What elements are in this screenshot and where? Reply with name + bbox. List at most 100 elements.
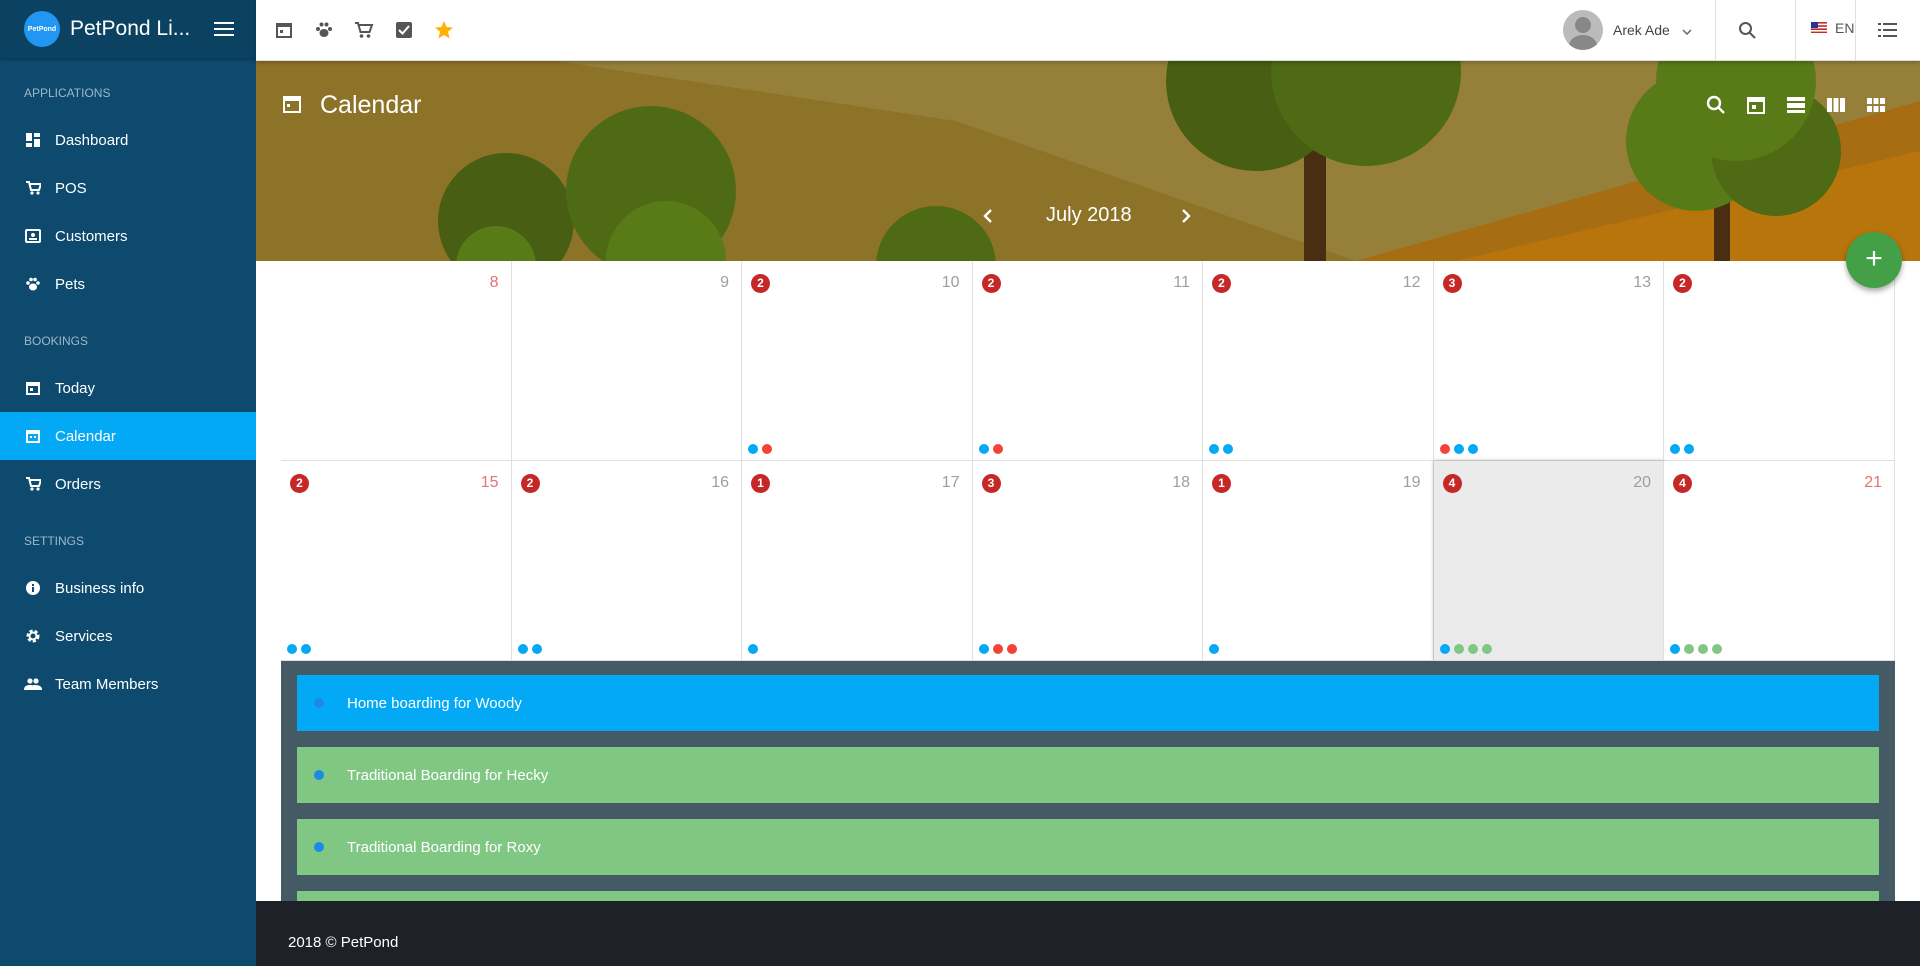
chevron-down-icon <box>1682 22 1692 38</box>
sidebar-item-label: Business info <box>55 579 145 597</box>
event-dot <box>1453 444 1464 454</box>
booking-count-badge: 2 <box>520 474 540 493</box>
view-month-icon[interactable] <box>1866 95 1886 120</box>
event-title: Traditional Boarding for Roxy <box>347 838 541 856</box>
day-number: 9 <box>720 274 729 291</box>
dashboard-icon <box>24 131 42 149</box>
sidebar-item-pets[interactable]: Pets <box>0 260 256 308</box>
sidebar-item-customers[interactable]: Customers <box>0 212 256 260</box>
event-dot <box>1439 644 1450 654</box>
sidebar-item-dashboard[interactable]: Dashboard <box>0 116 256 164</box>
event-dots <box>1439 644 1496 654</box>
event-dots <box>1209 444 1237 454</box>
calendar-icon <box>282 94 302 119</box>
list-menu-icon[interactable] <box>1876 18 1900 42</box>
logo[interactable]: PetPond <box>24 11 60 47</box>
info-icon <box>24 579 42 597</box>
event-dot <box>1467 444 1478 454</box>
people-icon <box>24 675 42 693</box>
search-icon[interactable] <box>1735 18 1759 42</box>
event-item[interactable] <box>297 891 1879 901</box>
calendar-day-cell[interactable]: 9 <box>511 261 742 461</box>
event-status-dot <box>314 770 324 780</box>
event-item[interactable]: Traditional Boarding for Hecky <box>297 747 1879 803</box>
event-dot <box>1698 644 1708 654</box>
event-dot <box>1670 444 1680 454</box>
sidebar-item-business-info[interactable]: Business info <box>0 564 256 612</box>
event-dots <box>978 644 1021 654</box>
event-dot <box>1453 644 1464 654</box>
event-dot <box>748 444 758 454</box>
calendar-day-cell[interactable]: 214 <box>1664 261 1895 461</box>
sidebar-item-label: Today <box>55 379 96 397</box>
event-dots <box>1670 644 1726 654</box>
event-dot <box>978 644 989 654</box>
calendar-day-cell[interactable]: 2 16 <box>511 461 742 661</box>
divider <box>1855 0 1856 60</box>
language-selector[interactable]: EN <box>1796 20 1854 36</box>
booking-count-badge: 3 <box>981 474 1001 493</box>
user-name: Arek Ade <box>1613 22 1670 38</box>
event-item[interactable]: Home boarding for Woody <box>297 675 1879 731</box>
calendar-day-cell[interactable]: 2 11 <box>972 261 1203 461</box>
user-menu[interactable]: Arek Ade <box>1563 10 1692 50</box>
event-dot <box>301 644 311 654</box>
calendar-day-cell[interactable]: 2 10 <box>742 261 973 461</box>
chevron-right-icon[interactable] <box>1180 208 1192 229</box>
sidebar-item-calendar[interactable]: Calendar <box>0 412 256 460</box>
chevron-left-icon[interactable] <box>982 208 994 229</box>
sidebar-item-pos[interactable]: POS <box>0 164 256 212</box>
event-dots <box>748 644 762 654</box>
us-flag-icon <box>1811 20 1827 36</box>
booking-count-badge: 2 <box>751 274 770 293</box>
event-dot <box>1209 644 1219 654</box>
day-number: 15 <box>480 474 499 491</box>
add-booking-button[interactable]: + <box>1846 232 1902 288</box>
event-dots <box>748 444 776 454</box>
event-dot <box>531 644 542 654</box>
sidebar-item-label: Calendar <box>55 427 116 445</box>
view-agenda-icon[interactable] <box>1786 95 1806 120</box>
gear-icon <box>24 627 42 645</box>
calendar-day-cell[interactable]: 4 21 <box>1664 461 1895 661</box>
sidebar-item-orders[interactable]: Orders <box>0 460 256 508</box>
sidebar: PetPond PetPond Li... APPLICATIONS Dashb… <box>0 0 256 966</box>
booking-count-badge: 4 <box>1442 474 1462 493</box>
calendar-day-cell[interactable]: 2 12 <box>1203 261 1434 461</box>
day-number: 10 <box>941 274 960 291</box>
contacts-icon <box>24 227 42 245</box>
cart-icon[interactable] <box>352 18 376 42</box>
search-icon[interactable] <box>1706 95 1726 120</box>
sidebar-item-label: POS <box>55 179 87 197</box>
calendar-day-cell[interactable]: 3 13 <box>1433 261 1664 461</box>
day-number: 11 <box>1173 274 1190 291</box>
menu-toggle-icon[interactable] <box>214 18 234 40</box>
calendar-day-cell[interactable]: 3 18 <box>972 461 1203 661</box>
calendar-day-cell[interactable]: 8 <box>281 261 512 461</box>
sidebar-item-team-members[interactable]: Team Members <box>0 660 256 708</box>
calendar-day-cell[interactable]: 1 19 <box>1203 461 1434 661</box>
calendar-day-cell[interactable]: 2 15 <box>281 461 512 661</box>
sidebar-item-services[interactable]: Services <box>0 612 256 660</box>
star-icon[interactable] <box>432 18 456 42</box>
event-dot <box>748 644 758 654</box>
sidebar-item-today[interactable]: Today <box>0 364 256 412</box>
calendar-day-cell[interactable]: 4 20 <box>1433 461 1664 661</box>
calendar-icon[interactable] <box>272 18 296 42</box>
calendar-day-icon[interactable] <box>1746 95 1766 120</box>
event-item[interactable]: Traditional Boarding for Roxy <box>297 819 1879 875</box>
booking-count-badge: 1 <box>1212 474 1231 493</box>
view-week-icon[interactable] <box>1826 95 1846 120</box>
sidebar-item-label: Team Members <box>55 675 159 693</box>
day-number: 18 <box>1172 474 1190 491</box>
event-dot <box>1712 644 1722 654</box>
calendar-icon <box>24 427 42 445</box>
checkbox-icon[interactable] <box>392 18 416 42</box>
paw-icon[interactable] <box>312 18 336 42</box>
section-bookings: BOOKINGS <box>24 334 89 348</box>
day-number: 16 <box>711 474 729 491</box>
top-toolbar: Arek Ade EN <box>256 0 1920 61</box>
calendar-day-cell[interactable]: 1 17 <box>742 461 973 661</box>
event-dot <box>517 644 528 654</box>
day-number: 17 <box>941 474 960 491</box>
